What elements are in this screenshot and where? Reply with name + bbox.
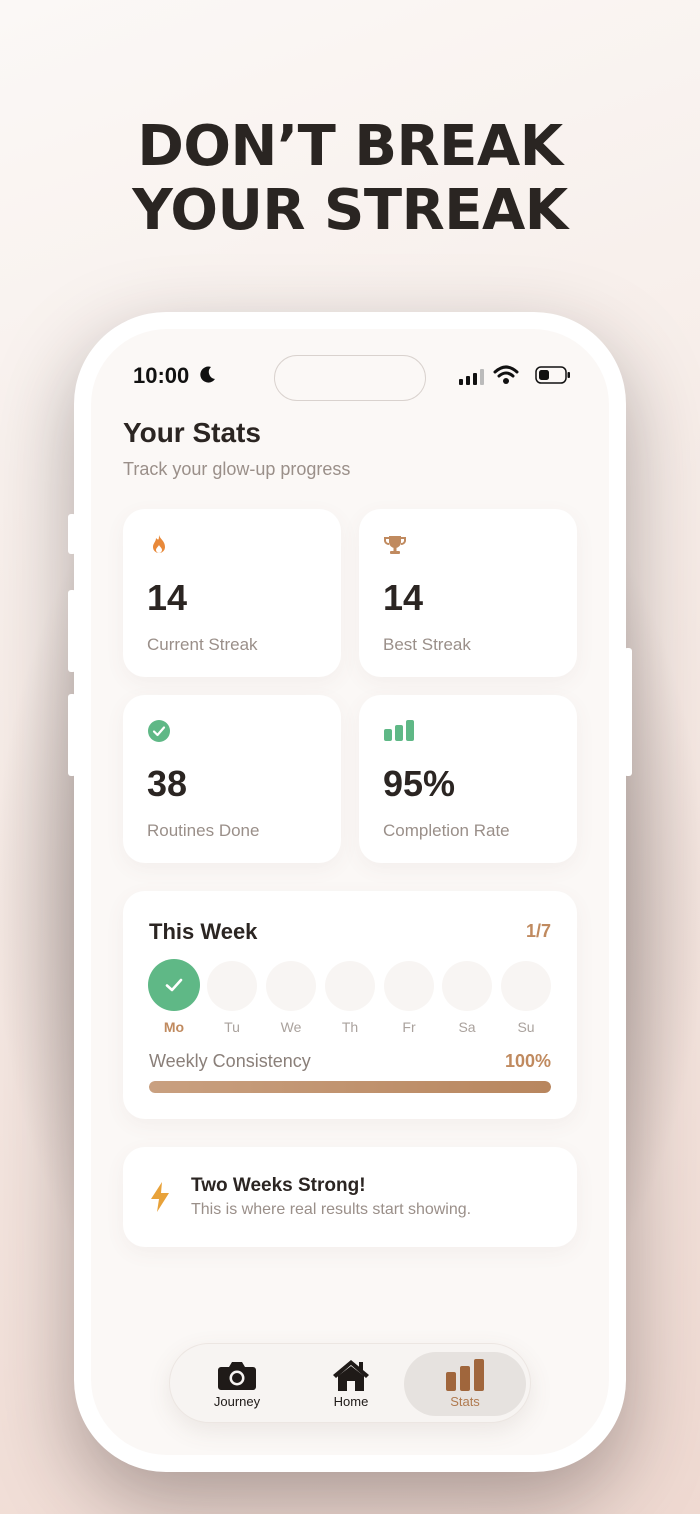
week-title: This Week — [149, 919, 258, 944]
day-circle — [207, 961, 257, 1011]
tab-label: Stats — [450, 1394, 480, 1409]
bar-chart-icon — [446, 1359, 484, 1391]
day-saturday[interactable]: Sa — [442, 961, 492, 1035]
flame-icon — [153, 535, 165, 553]
bottom-tab-bar: Journey Home Stats — [169, 1343, 531, 1423]
headline: DON’T BREAK YOUR STREAK — [0, 115, 700, 243]
stat-label: Completion Rate — [383, 821, 510, 840]
dynamic-island — [274, 355, 426, 401]
stat-label: Routines Done — [147, 821, 260, 840]
stat-value: 14 — [383, 577, 424, 618]
wifi-icon — [493, 365, 519, 384]
bolt-icon — [151, 1182, 169, 1212]
volume-up-button — [68, 590, 76, 672]
milestone-subtitle: This is where real results start showing… — [191, 1201, 472, 1218]
status-time: 10:00 — [133, 363, 190, 388]
day-label: Sa — [458, 1019, 476, 1035]
stat-card-completion-rate[interactable]: 95% Completion Rate — [359, 695, 577, 863]
volume-down-button — [68, 694, 76, 776]
day-label: We — [280, 1019, 302, 1035]
day-thursday[interactable]: Th — [325, 961, 375, 1035]
stat-card-current-streak[interactable]: 14 Current Streak — [123, 509, 341, 677]
day-circle — [442, 961, 492, 1011]
tab-label: Journey — [213, 1394, 261, 1409]
battery-icon — [535, 366, 570, 384]
weekly-consistency-value: 100% — [504, 1051, 551, 1071]
weekly-consistency-label: Weekly Consistency — [149, 1051, 311, 1071]
bar-chart-icon — [384, 720, 414, 741]
tab-journey[interactable]: Journey — [176, 1352, 298, 1416]
stat-value: 95% — [383, 763, 456, 804]
day-label: Mo — [163, 1019, 185, 1035]
day-circle — [325, 961, 375, 1011]
check-circle-icon — [148, 720, 170, 742]
day-sunday[interactable]: Su — [501, 961, 551, 1035]
stat-value: 38 — [147, 763, 188, 804]
home-icon — [333, 1360, 369, 1391]
silent-switch — [68, 514, 76, 554]
stat-card-routines-done[interactable]: 38 Routines Done — [123, 695, 341, 863]
day-label: Fr — [402, 1019, 416, 1035]
consistency-progress-fill — [149, 1081, 551, 1093]
headline-line-1: DON’T BREAK — [137, 114, 563, 179]
day-friday[interactable]: Fr — [384, 961, 434, 1035]
day-circle-done — [148, 959, 200, 1011]
page-subtitle: Track your glow-up progress — [123, 459, 351, 479]
power-button — [624, 648, 632, 776]
day-tuesday[interactable]: Tu — [207, 961, 257, 1035]
app-screen: 10:00 Your Stats Track y — [91, 329, 609, 1455]
day-circle — [501, 961, 551, 1011]
stat-card-best-streak[interactable]: 14 Best Streak — [359, 509, 577, 677]
milestone-title: Two Weeks Strong! — [191, 1175, 366, 1196]
moon-icon — [200, 366, 215, 383]
stat-label: Current Streak — [147, 635, 258, 654]
tab-label: Home — [333, 1394, 369, 1409]
this-week-card: This Week 1/7 Mo Tu We Th — [123, 891, 577, 1119]
check-icon — [165, 978, 183, 992]
camera-icon — [218, 1362, 256, 1390]
consistency-progress-bar — [149, 1081, 551, 1093]
cellular-signal-icon — [459, 369, 484, 385]
stat-label: Best Streak — [383, 635, 471, 654]
day-circle — [384, 961, 434, 1011]
day-circle — [266, 961, 316, 1011]
day-wednesday[interactable]: We — [266, 961, 316, 1035]
trophy-icon — [384, 536, 406, 554]
tab-home[interactable]: Home — [290, 1352, 412, 1416]
day-label: Su — [517, 1019, 535, 1035]
status-bar: 10:00 — [91, 351, 609, 401]
headline-line-2: YOUR STREAK — [132, 178, 568, 243]
day-label: Th — [341, 1019, 359, 1035]
week-count: 1/7 — [525, 921, 551, 941]
stat-value: 14 — [147, 577, 188, 618]
day-monday[interactable]: Mo — [147, 959, 201, 1035]
phone-frame: 10:00 Your Stats Track y — [68, 312, 632, 1472]
milestone-message-card: Two Weeks Strong! This is where real res… — [123, 1147, 577, 1247]
page-title: Your Stats — [123, 417, 261, 448]
tab-stats[interactable]: Stats — [404, 1352, 526, 1416]
day-label: Tu — [224, 1019, 240, 1035]
